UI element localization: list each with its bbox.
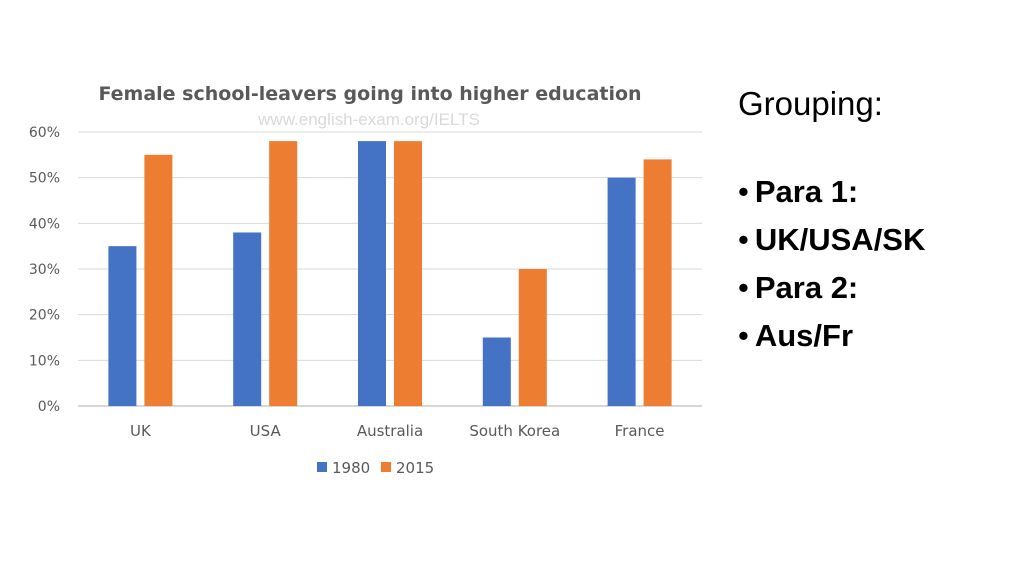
y-tick-label: 20%	[29, 308, 60, 324]
gridlines	[78, 131, 702, 407]
bullet-glyph: •	[738, 174, 749, 209]
y-tick-label: 50%	[29, 171, 60, 187]
bar-1980-uk	[108, 246, 137, 406]
category-label: UK	[130, 422, 152, 440]
y-tick-label: 40%	[29, 216, 60, 232]
bullet-text: Para 1:	[754, 174, 859, 209]
bar-1980-usa	[233, 232, 262, 406]
bullet-glyph: •	[738, 222, 749, 257]
bullet-item: • Para 2:	[738, 264, 1018, 312]
y-tick-label: 10%	[29, 353, 60, 369]
legend-label: 2015	[396, 459, 434, 477]
bar-2015-france	[643, 159, 672, 406]
side-bullet-list: • Para 1: • UK/USA/SK • Para 2: • Aus/Fr	[738, 168, 1018, 360]
y-tick-label: 0%	[38, 399, 60, 415]
bar-2015-south-korea	[518, 269, 547, 406]
bullet-glyph: •	[738, 318, 749, 353]
y-tick-label: 60%	[29, 125, 60, 141]
bar-1980-south-korea	[482, 337, 511, 406]
bullet-text: Para 2:	[754, 270, 859, 305]
legend-swatch	[381, 462, 391, 472]
bullet-item: • Aus/Fr	[738, 312, 1018, 360]
bullet-item: • UK/USA/SK	[738, 216, 1018, 264]
legend: 1980 2015	[317, 459, 434, 477]
side-panel: Grouping: • Para 1: • UK/USA/SK • Para 2: •…	[738, 84, 1018, 360]
bullet-text: UK/USA/SK	[754, 222, 926, 257]
legend-swatch	[317, 462, 327, 472]
bar-2015-usa	[269, 141, 298, 406]
y-axis-ticks: 0% 10% 20% 30% 40% 50% 60%	[29, 125, 60, 415]
bullet-text: Aus/Fr	[754, 318, 854, 353]
y-tick-label: 30%	[29, 262, 60, 278]
category-label: Australia	[357, 422, 423, 440]
category-label: USA	[250, 422, 282, 440]
bar-2015-australia	[394, 141, 422, 406]
bullet-item: • Para 1:	[738, 168, 1018, 216]
bars	[108, 141, 672, 406]
watermark: www.english-exam.org/IELTS	[257, 110, 480, 129]
legend-label: 1980	[332, 459, 370, 477]
side-heading: Grouping:	[738, 85, 883, 122]
bar-2015-uk	[144, 154, 173, 406]
bar-1980-france	[607, 177, 636, 406]
category-label: France	[615, 422, 665, 440]
bar-1980-australia	[358, 141, 386, 406]
bullet-glyph: •	[738, 270, 749, 305]
category-label: South Korea	[469, 422, 560, 440]
x-axis-categories: UK USA Australia South Korea France	[130, 422, 665, 440]
chart-title: Female school-leavers going into higher …	[98, 83, 641, 105]
